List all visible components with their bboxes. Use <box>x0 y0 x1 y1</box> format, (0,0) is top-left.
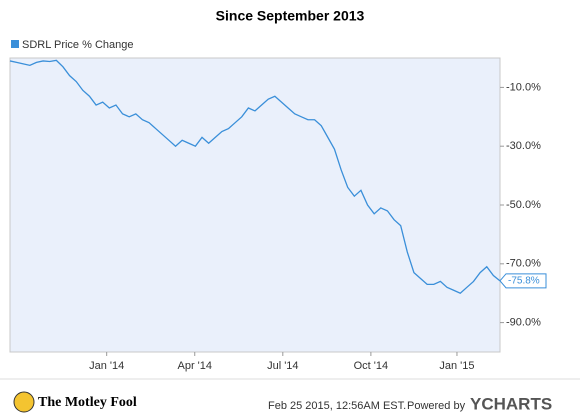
x-tick-label: Oct '14 <box>354 360 389 372</box>
x-tick-label: Jan '14 <box>89 360 124 372</box>
x-tick-label: Jul '14 <box>267 360 298 372</box>
value-label: -75.8% <box>508 275 540 286</box>
source: YCHARTS <box>470 394 552 413</box>
brand-logo <box>13 391 35 413</box>
legend-label: SDRL Price % Change <box>22 39 133 51</box>
value-label-box <box>499 273 547 289</box>
plot-area <box>9 57 501 353</box>
y-tick-label: -30.0% <box>506 140 541 152</box>
brand: The Motley Fool <box>38 395 137 410</box>
legend-swatch <box>11 40 19 48</box>
timestamp: Feb 25 2015, 12:56AM EST. <box>268 400 406 412</box>
y-tick-label: -10.0% <box>506 81 541 93</box>
y-tick-label: -90.0% <box>506 317 541 329</box>
x-tick-label: Apr '14 <box>177 360 212 372</box>
series-line <box>9 59 501 294</box>
y-tick-label: -50.0% <box>506 199 541 211</box>
powered-by: Powered by <box>407 400 466 412</box>
chart-title: Since September 2013 <box>216 8 365 24</box>
y-tick-label: -70.0% <box>506 258 541 270</box>
x-tick-label: Jan '15 <box>439 360 474 372</box>
